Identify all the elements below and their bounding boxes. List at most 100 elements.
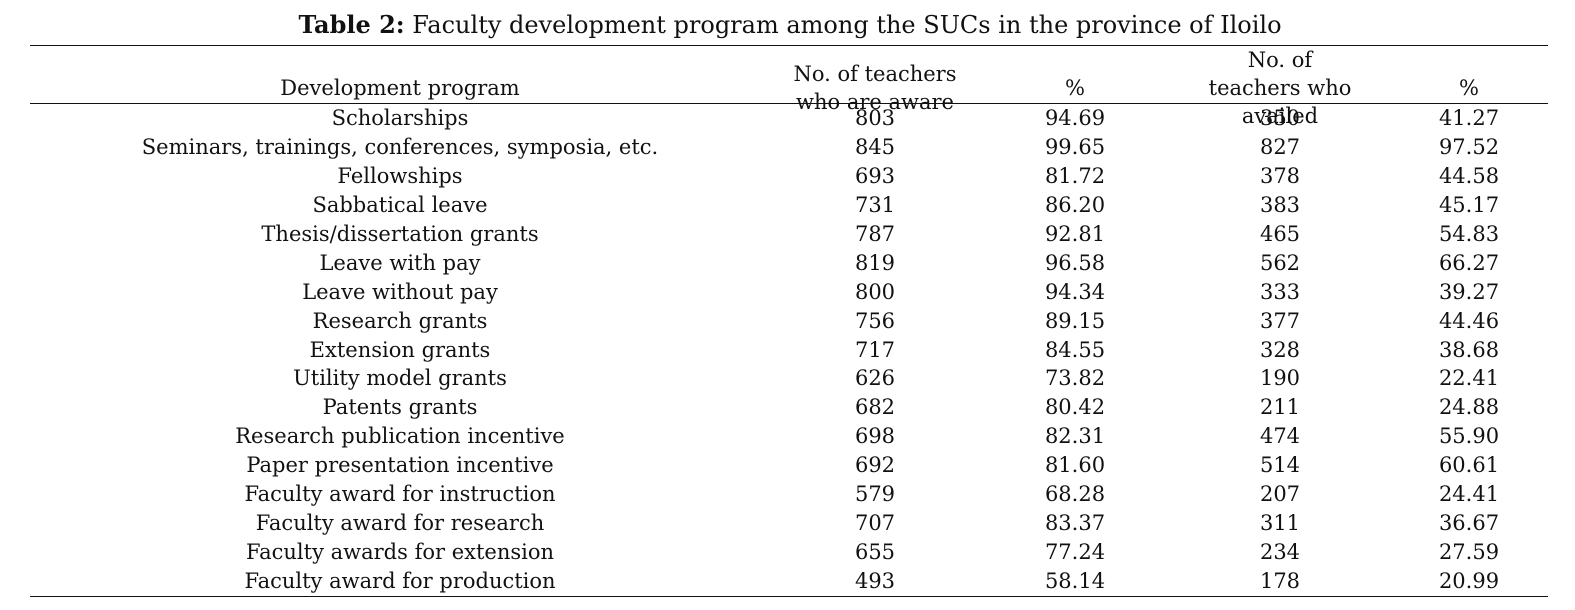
cell-aware-percent: 92.81 [1044,222,1106,246]
cell-aware-percent: 58.14 [1044,568,1106,593]
table-number: Table 2: [298,10,405,39]
cell-aware-count: 682 [854,395,896,420]
cell-availed-count: 328 [1259,337,1301,362]
cell-program: Fellowships [337,164,463,189]
cell-availed-count: 311 [1259,510,1301,535]
cell-aware-percent: 82.31 [1044,424,1106,449]
cell-availed-percent: 44.46 [1438,308,1500,333]
cell-program: Utility model grants [293,366,507,391]
cell-aware-count: 707 [854,510,896,535]
cell-availed-percent: 36.67 [1438,510,1500,535]
cell-program: Faculty award for instruction [244,482,556,507]
cell-program: Faculty award for research [255,510,545,535]
cell-aware-count: 787 [854,222,896,246]
cell-availed-percent: 97.52 [1438,135,1500,160]
cell-availed-percent: 60.61 [1438,453,1500,478]
table-row: Faculty award for instruction 579 68.28 207… [30,480,1548,509]
table-row: Faculty award for research 707 83.37 311 36.… [30,508,1548,537]
cell-program: Faculty award for production [244,568,556,593]
cell-aware-percent: 84.55 [1044,337,1106,362]
table-row: Sabbatical leave 731 86.20 383 45.17 [30,191,1548,220]
cell-program: Seminars, trainings, conferences, sympos… [141,135,659,160]
cell-aware-count: 579 [854,482,896,507]
cell-availed-percent: 27.59 [1438,539,1500,564]
table-body: Scholarships 803 94.69 350 41.27 Seminars, tr… [30,104,1548,595]
cell-availed-percent: 24.88 [1438,395,1500,420]
cell-program: Scholarships [331,106,469,131]
cell-program: Sabbatical leave [312,193,488,218]
cell-availed-percent: 66.27 [1438,250,1500,275]
table-row: Paper presentation incentive 692 81.60 514 6… [30,451,1548,480]
cell-availed-count: 514 [1259,453,1301,478]
cell-availed-count: 378 [1259,164,1301,189]
cell-availed-count: 190 [1259,366,1301,391]
cell-aware-count: 692 [854,453,896,478]
cell-availed-count: 562 [1259,250,1301,275]
cell-aware-count: 493 [854,568,896,593]
cell-program: Faculty awards for extension [245,539,555,564]
cell-aware-count: 717 [854,337,896,362]
cell-program: Thesis/dissertation grants [261,222,539,246]
cell-availed-percent: 55.90 [1438,424,1500,449]
table-header-rule [30,103,1548,104]
header-aware-percent: % [1065,76,1085,100]
cell-aware-count: 693 [854,164,896,189]
cell-aware-count: 800 [854,279,896,304]
cell-availed-percent: 54.83 [1438,222,1500,246]
cell-aware-percent: 81.72 [1044,164,1106,189]
header-teachers-aware: No. of teachers who are aware [793,62,957,114]
cell-aware-count: 819 [854,250,896,275]
cell-aware-percent: 96.58 [1044,250,1106,275]
cell-availed-count: 827 [1259,135,1301,160]
cell-aware-percent: 89.15 [1044,308,1106,333]
cell-availed-percent: 24.41 [1438,482,1500,507]
cell-aware-count: 845 [854,135,896,160]
cell-availed-count: 207 [1259,482,1301,507]
cell-program: Patents grants [322,395,478,420]
cell-aware-percent: 99.65 [1044,135,1106,160]
cell-aware-percent: 81.60 [1044,453,1106,478]
table-bottom-rule [30,596,1548,597]
table-row: Faculty awards for extension 655 77.24 234 2… [30,537,1548,566]
table-row: Utility model grants 626 73.82 190 22.41 [30,364,1548,393]
table-row: Seminars, trainings, conferences, sympos… [30,133,1548,162]
cell-availed-count: 350 [1259,106,1301,131]
header-development-program: Development program [280,76,520,100]
cell-availed-percent: 20.99 [1438,568,1500,593]
cell-availed-count: 377 [1259,308,1301,333]
cell-aware-percent: 68.28 [1044,482,1106,507]
cell-program: Research publication incentive [235,424,565,449]
cell-aware-count: 655 [854,539,896,564]
cell-availed-percent: 38.68 [1438,337,1500,362]
cell-aware-percent: 94.34 [1044,279,1106,304]
cell-aware-count: 698 [854,424,896,449]
cell-availed-count: 234 [1259,539,1301,564]
cell-aware-count: 756 [854,308,896,333]
table-row: Leave with pay 819 96.58 562 66.27 [30,248,1548,277]
table-rows: Scholarships 803 94.69 350 41.27 Seminars, tr… [30,104,1548,595]
cell-availed-count: 465 [1259,222,1301,246]
cell-availed-percent: 39.27 [1438,279,1500,304]
cell-aware-count: 626 [854,366,896,391]
cell-aware-count: 731 [854,193,896,218]
cell-aware-percent: 80.42 [1044,395,1106,420]
cell-aware-percent: 94.69 [1044,106,1106,131]
table-header: Development program No. of teachers who … [30,46,1548,130]
table-row: Research grants 756 89.15 377 44.46 [30,306,1548,335]
cell-aware-percent: 73.82 [1044,366,1106,391]
header-availed-percent: % [1459,76,1479,100]
cell-availed-percent: 41.27 [1438,106,1500,131]
cell-availed-count: 474 [1259,424,1301,449]
cell-availed-count: 178 [1259,568,1301,593]
table-row: Thesis/dissertation grants 787 92.81 465 54.… [30,220,1548,249]
table-row: Faculty award for production 493 58.14 178 2… [30,566,1548,595]
table-row: Scholarships 803 94.69 350 41.27 [30,104,1548,133]
cell-program: Extension grants [309,337,491,362]
table-title: Faculty development program among the SU… [404,11,1282,39]
table-row: Research publication incentive 698 82.31 47… [30,422,1548,451]
table-row: Patents grants 682 80.42 211 24.88 [30,393,1548,422]
cell-aware-count: 803 [854,106,896,131]
cell-availed-percent: 22.41 [1438,366,1500,391]
cell-program: Leave with pay [319,250,481,275]
cell-aware-percent: 86.20 [1044,193,1106,218]
